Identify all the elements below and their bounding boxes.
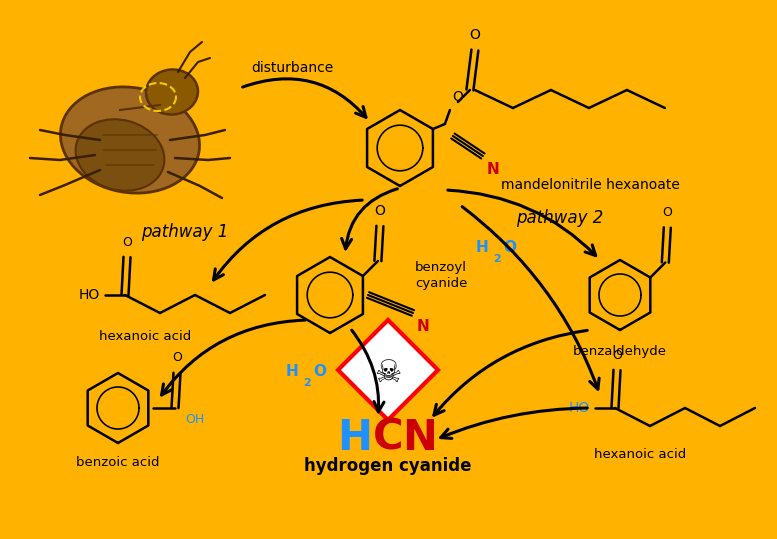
Text: H: H bbox=[285, 364, 298, 379]
Ellipse shape bbox=[146, 70, 198, 114]
Text: disturbance: disturbance bbox=[251, 61, 333, 75]
Text: H: H bbox=[337, 417, 372, 459]
Text: hexanoic acid: hexanoic acid bbox=[594, 448, 686, 461]
Text: O: O bbox=[122, 236, 132, 249]
Text: H: H bbox=[476, 240, 488, 255]
Text: O: O bbox=[612, 349, 622, 362]
Text: O: O bbox=[469, 28, 480, 42]
Text: C: C bbox=[373, 417, 403, 459]
Text: hydrogen cyanide: hydrogen cyanide bbox=[305, 457, 472, 475]
Text: 2: 2 bbox=[493, 254, 500, 264]
Text: O: O bbox=[172, 351, 182, 364]
Text: benzaldehyde: benzaldehyde bbox=[573, 345, 667, 358]
Text: OH: OH bbox=[185, 413, 204, 426]
Text: ☠: ☠ bbox=[375, 360, 402, 389]
Text: pathway 2: pathway 2 bbox=[516, 209, 604, 227]
Polygon shape bbox=[338, 320, 438, 420]
Text: O: O bbox=[313, 364, 326, 379]
Text: O: O bbox=[375, 204, 385, 218]
Text: N: N bbox=[417, 319, 430, 334]
Text: HO: HO bbox=[78, 288, 100, 302]
Text: hexanoic acid: hexanoic acid bbox=[99, 330, 191, 343]
Text: pathway 1: pathway 1 bbox=[141, 223, 228, 241]
Text: N: N bbox=[402, 417, 437, 459]
Text: benzoyl
cyanide: benzoyl cyanide bbox=[415, 260, 468, 289]
Text: benzoic acid: benzoic acid bbox=[76, 456, 160, 469]
Text: O: O bbox=[503, 240, 516, 255]
Text: N: N bbox=[487, 162, 500, 177]
Text: O: O bbox=[452, 90, 463, 104]
Text: O: O bbox=[662, 205, 672, 218]
Text: mandelonitrile hexanoate: mandelonitrile hexanoate bbox=[500, 178, 679, 192]
Ellipse shape bbox=[61, 87, 200, 193]
Text: HO: HO bbox=[569, 401, 590, 415]
Text: 2: 2 bbox=[303, 378, 311, 388]
Ellipse shape bbox=[75, 119, 165, 191]
